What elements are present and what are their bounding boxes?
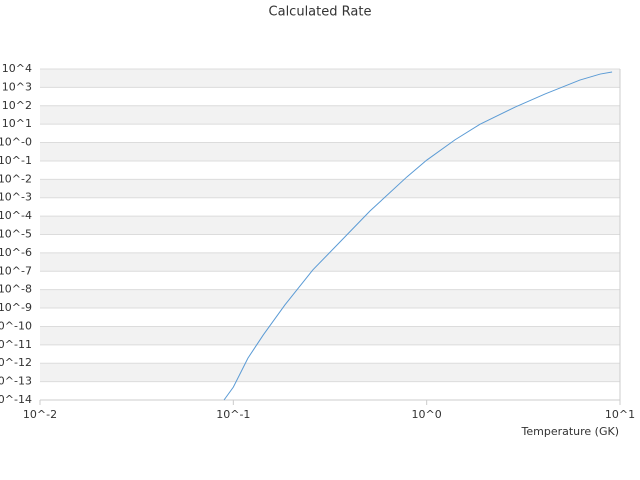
y-tick-label: 10^-13 <box>0 375 32 388</box>
grid <box>40 68 620 401</box>
y-tick-label: 10^-1 <box>0 154 32 167</box>
x-tick-label: 10^-1 <box>216 408 250 421</box>
y-tick-label: 10^-12 <box>0 356 32 369</box>
y-tick-label: 10^-14 <box>0 393 32 406</box>
y-tick-label: 10^1 <box>2 117 32 130</box>
grid-band <box>40 363 620 382</box>
chart-title: Calculated Rate <box>269 5 372 20</box>
x-tick-label: 10^0 <box>412 408 442 421</box>
grid-band <box>40 216 620 235</box>
x-axis-label: Temperature (GK) <box>521 425 620 438</box>
y-tick-label: 10^4 <box>2 62 32 75</box>
y-tick-label: 10^-11 <box>0 338 32 351</box>
x-tick-label: 10^1 <box>605 408 635 421</box>
y-tick-label: 10^-4 <box>0 209 32 222</box>
y-tick-label: 10^-3 <box>0 191 32 204</box>
y-tick-label: 10^-7 <box>0 264 32 277</box>
grid-band <box>40 69 620 88</box>
grid-band <box>40 326 620 345</box>
y-tick-label: 10^-2 <box>0 172 32 185</box>
grid-band <box>40 179 620 198</box>
x-tick-label: 10^-2 <box>23 408 57 421</box>
data-line <box>223 71 613 401</box>
y-tick-label: 10^-8 <box>0 283 32 296</box>
grid-band <box>40 142 620 161</box>
grid-band <box>40 105 620 125</box>
grid-band <box>40 289 620 309</box>
y-tick-label: 10^-5 <box>0 228 32 241</box>
y-tick-label: 10^-10 <box>0 319 32 332</box>
y-tick-label: 10^2 <box>2 99 32 112</box>
y-tick-label: 10^-6 <box>0 246 32 259</box>
grid-band <box>40 252 620 272</box>
y-tick-label: 10^-0 <box>0 136 32 149</box>
y-tick-label: 10^-9 <box>0 301 32 314</box>
y-tick-label: 10^3 <box>2 80 32 93</box>
